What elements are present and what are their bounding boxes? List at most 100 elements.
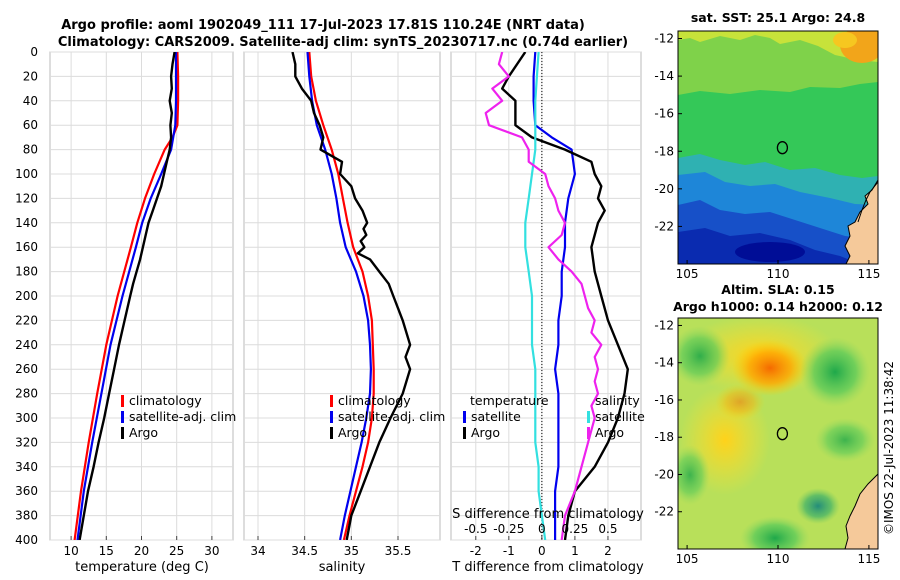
sst-field <box>678 31 878 264</box>
sla-green-eddy-4 <box>815 418 875 462</box>
x-tick-label: 10 <box>63 544 78 558</box>
sst-band-yellow <box>678 31 878 62</box>
sla-green-eddy <box>800 337 870 407</box>
depth-tick-label: 280 <box>15 387 38 401</box>
sst-land <box>844 179 878 264</box>
sla-map-title-line2: Argo h1000: 0.14 h2000: 0.12 <box>673 299 883 314</box>
sla-lon-ticks: 105 110 115 <box>676 545 880 566</box>
legend-swatch-s-satellite <box>587 411 590 423</box>
difference-series <box>484 52 629 540</box>
x-tick-label: -2 <box>470 544 482 558</box>
depth-tick-label: 300 <box>15 411 38 425</box>
salinity-tick-labels: 34 34.5 35 35.5 <box>250 544 411 558</box>
lat-tick-label: -12 <box>654 318 674 332</box>
lon-tick-label: 110 <box>767 267 790 281</box>
lat-tick-label: -22 <box>654 505 674 519</box>
s-difference-tick-label: 0.5 <box>598 522 617 536</box>
legend-swatch-t-satellite <box>463 411 466 423</box>
depth-tick-label: 340 <box>15 460 38 474</box>
depth-tick-label: 60 <box>23 118 38 132</box>
salinity-grid <box>244 51 440 541</box>
s-difference-tick-label: -0.25 <box>493 522 524 536</box>
t-difference-tick-labels: -2 -1 0 1 2 <box>470 544 612 558</box>
sla-warm-eddy-2 <box>715 384 765 420</box>
figure-title-line2: Climatology: CARS2009. Satellite-adj cli… <box>58 35 628 50</box>
depth-tick-label: 20 <box>23 69 38 83</box>
x-tick-label: 1 <box>571 544 579 558</box>
legend-label-satellite: satellite-adj. clim <box>338 409 445 424</box>
sla-warm-eddy <box>732 340 808 396</box>
legend-swatch-climatology <box>121 395 124 407</box>
legend-label-s-satellite: satellite <box>595 409 645 424</box>
depth-tick-label: 180 <box>15 265 38 279</box>
series-line-argo <box>291 52 412 540</box>
series-line-climatology <box>308 52 375 540</box>
sst-cold-core <box>735 242 805 262</box>
lon-tick-label: 105 <box>676 267 699 281</box>
lat-tick-label: -16 <box>654 107 674 121</box>
lat-tick-label: -16 <box>654 393 674 407</box>
x-tick-label: 2 <box>604 544 612 558</box>
depth-tick-label: 120 <box>15 191 38 205</box>
s-difference-tick-label: -0.5 <box>464 522 487 536</box>
depth-tick-label: 40 <box>23 94 38 108</box>
x-tick-label: 35.5 <box>385 544 412 558</box>
sst-map-title: sat. SST: 25.1 Argo: 24.8 <box>691 10 865 25</box>
sla-teal-eddy <box>796 488 840 524</box>
temperature-series <box>73 52 180 540</box>
sst-lon-ticks: 105 110 115 <box>676 260 880 281</box>
figure-title-line1: Argo profile: aoml 1902049_111 17-Jul-20… <box>61 18 585 33</box>
depth-tick-label: 400 <box>15 533 38 547</box>
depth-tick-label: 360 <box>15 484 38 498</box>
sla-field <box>678 318 878 549</box>
temperature-legend: climatology satellite-adj. clim Argo <box>121 393 236 440</box>
lon-tick-label: 105 <box>676 552 699 566</box>
legend-swatch-satellite <box>330 411 333 423</box>
depth-tick-label: 100 <box>15 167 38 181</box>
legend-label-satellite: satellite-adj. clim <box>129 409 236 424</box>
difference-legend: temperature satellite Argo salinity sate… <box>463 393 645 440</box>
sst-profile-marker <box>776 141 789 155</box>
salinity-panel: 34 34.5 35 35.5 salinity climatology satell… <box>243 51 445 575</box>
depth-tick-label: 200 <box>15 289 38 303</box>
sla-lat-ticks: -12 -14 -16 -18 -20 -22 <box>654 318 682 519</box>
lon-tick-label: 115 <box>857 267 880 281</box>
legend-title-salinity: salinity <box>595 393 640 408</box>
salinity-legend: climatology satellite-adj. clim Argo <box>330 393 445 440</box>
sla-profile-marker <box>776 427 789 441</box>
sla-green-eddy-5 <box>740 516 810 549</box>
x-tick-label: 25 <box>169 544 184 558</box>
salinity-series <box>291 52 412 540</box>
x-tick-label: 35 <box>344 544 359 558</box>
depth-tick-label: 160 <box>15 240 38 254</box>
legend-label-climatology: climatology <box>338 393 411 408</box>
sst-map: sat. SST: 25.1 Argo: 24.8 105 110 115 -12 -… <box>654 10 880 281</box>
x-tick-label: 34.5 <box>291 544 318 558</box>
depth-tick-label: 380 <box>15 509 38 523</box>
lat-tick-label: -22 <box>654 219 674 233</box>
series-line-salinity-satellite <box>524 52 547 540</box>
legend-label-s-argo: Argo <box>595 425 624 440</box>
sla-map: Altim. SLA: 0.15 Argo h1000: 0.14 h2000:… <box>654 282 883 566</box>
x-tick-label: 0 <box>538 544 546 558</box>
lat-tick-label: -20 <box>654 182 674 196</box>
lat-tick-label: -12 <box>654 32 674 46</box>
sst-coastline <box>857 181 878 223</box>
x-tick-label: 15 <box>99 544 114 558</box>
s-difference-tick-label: 0.25 <box>562 522 589 536</box>
copyright-footer: ©IMOS 22-Jul-2023 11:38:42 <box>882 361 896 535</box>
legend-label-climatology: climatology <box>129 393 202 408</box>
legend-swatch-climatology <box>330 395 333 407</box>
depth-tick-labels: 0 20 40 60 80 100 120 140 160 180 200 220 240 260 280 3… <box>15 45 38 547</box>
series-line-salinity-argo <box>484 52 603 540</box>
depth-tick-label: 220 <box>15 313 38 327</box>
sla-green-eddy-3 <box>678 445 710 505</box>
sla-green-eddy-2 <box>678 326 730 386</box>
lon-tick-label: 110 <box>767 552 790 566</box>
sst-warm-patch-2 <box>833 32 857 48</box>
legend-swatch-satellite <box>121 411 124 423</box>
sla-map-title-line1: Altim. SLA: 0.15 <box>721 282 834 297</box>
lat-tick-label: -14 <box>654 69 674 83</box>
legend-swatch-s-argo <box>587 427 590 439</box>
legend-label-t-satellite: satellite <box>471 409 521 424</box>
